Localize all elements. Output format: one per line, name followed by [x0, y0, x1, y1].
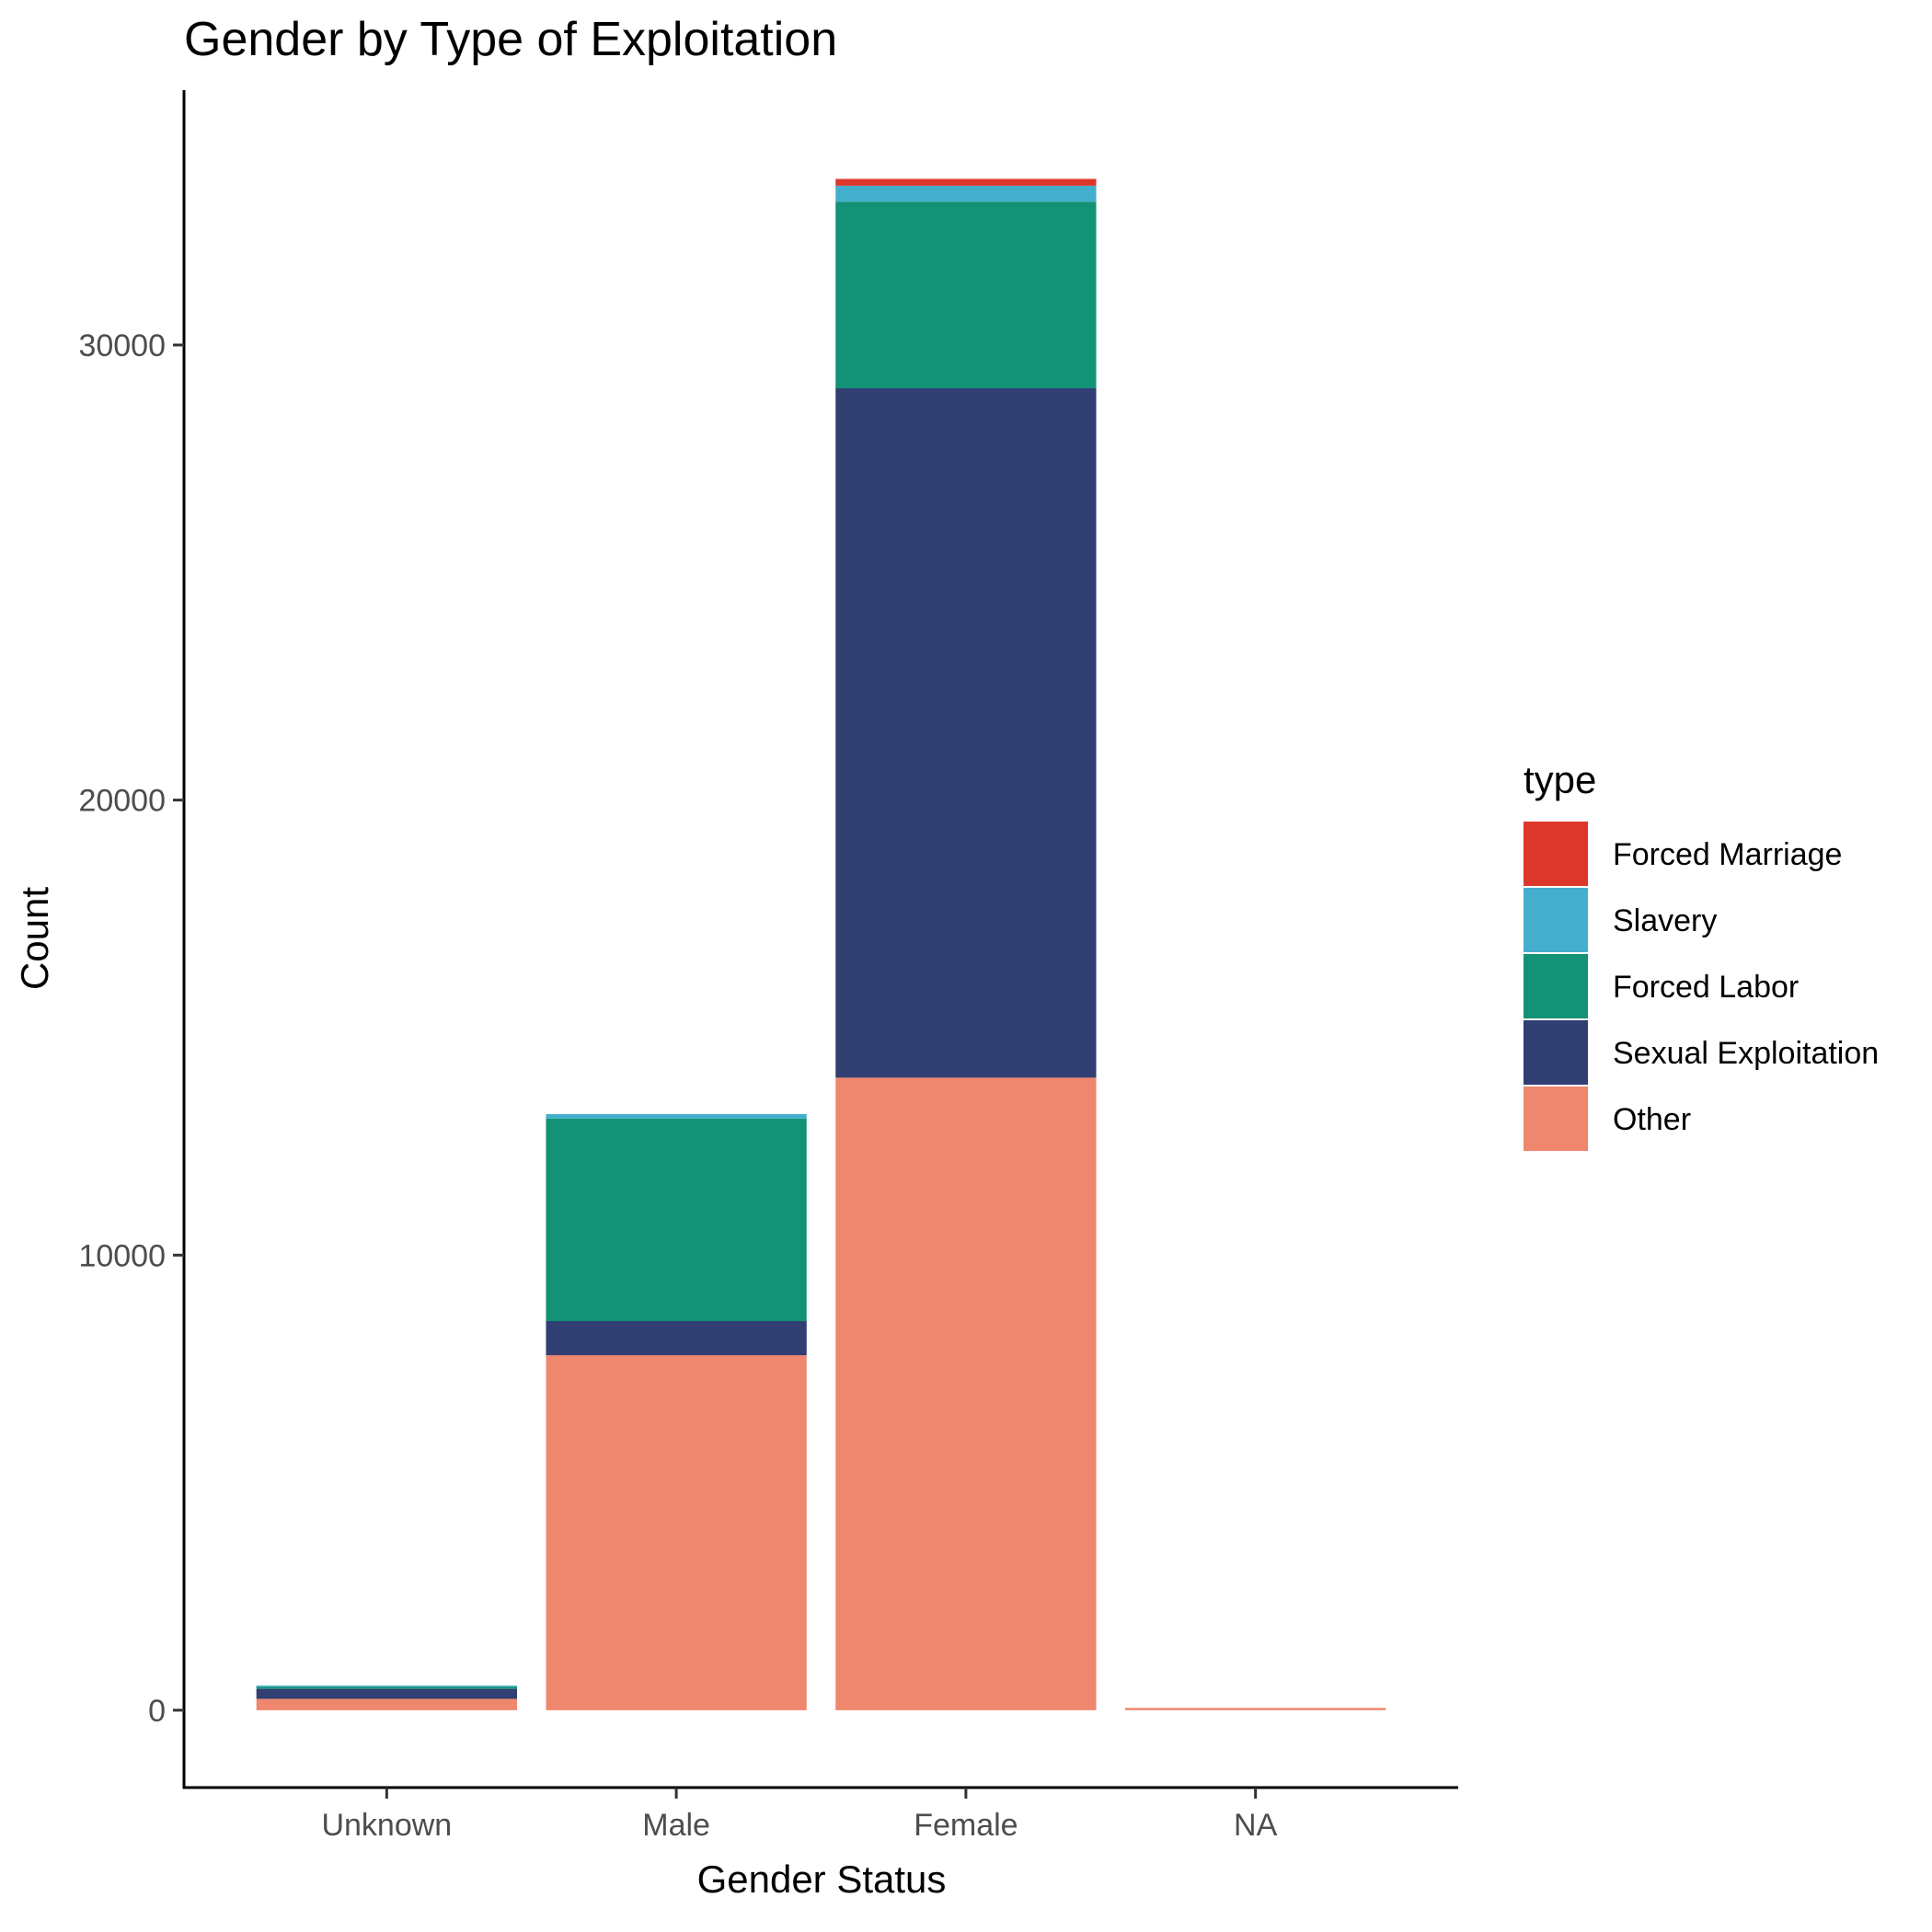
x-tick-label-unknown: Unknown — [321, 1808, 452, 1843]
bar-unknown-forced-labor — [256, 1685, 517, 1689]
bar-female-slavery — [835, 185, 1097, 202]
x-tick-label-female: Female — [914, 1808, 1018, 1843]
y-axis: 0 10000 20000 30000 — [78, 328, 184, 1729]
x-axis: Unknown Male Female NA — [321, 1788, 1278, 1843]
legend: type Forced Marriage Slavery Forced Labor S… — [1524, 758, 1879, 1151]
y-axis-title: Count — [13, 887, 56, 990]
bar-male-slavery — [546, 1113, 807, 1119]
legend-label-sexual-exploitation: Sexual Exploitation — [1613, 1036, 1879, 1071]
x-tick-label-na: NA — [1234, 1808, 1278, 1843]
x-axis-title: Gender Status — [697, 1857, 947, 1901]
bar-unknown-sexual-exploitation — [256, 1688, 517, 1699]
legend-label-forced-marriage: Forced Marriage — [1613, 837, 1842, 872]
bar-na-other — [1125, 1708, 1386, 1710]
legend-key-forced-labor — [1524, 954, 1588, 1018]
y-tick-label: 0 — [148, 1694, 166, 1729]
legend-key-other — [1524, 1087, 1588, 1151]
bar-male-forced-labor — [546, 1118, 807, 1321]
y-tick-label: 10000 — [78, 1238, 166, 1273]
bar-male-sexual-exploitation — [546, 1320, 807, 1356]
legend-label-forced-labor: Forced Labor — [1613, 970, 1799, 1005]
bars-layer — [256, 178, 1386, 1710]
bar-female-sexual-exploitation — [835, 387, 1097, 1078]
bar-male-other — [546, 1355, 807, 1710]
bar-female-forced-marriage — [835, 178, 1097, 186]
legend-label-slavery: Slavery — [1613, 903, 1717, 938]
bar-unknown-slavery — [256, 1685, 517, 1687]
legend-key-slavery — [1524, 888, 1588, 952]
bar-unknown-other — [256, 1698, 517, 1710]
bar-female-forced-labor — [835, 201, 1097, 388]
x-tick-label-male: Male — [642, 1808, 710, 1843]
chart-title: Gender by Type of Exploitation — [184, 13, 837, 66]
legend-label-other: Other — [1613, 1102, 1691, 1137]
y-tick-label: 30000 — [78, 328, 166, 363]
bar-female-other — [835, 1077, 1097, 1710]
y-tick-label: 20000 — [78, 784, 166, 819]
legend-key-sexual-exploitation — [1524, 1020, 1588, 1085]
legend-key-forced-marriage — [1524, 822, 1588, 886]
legend-title: type — [1524, 758, 1596, 801]
